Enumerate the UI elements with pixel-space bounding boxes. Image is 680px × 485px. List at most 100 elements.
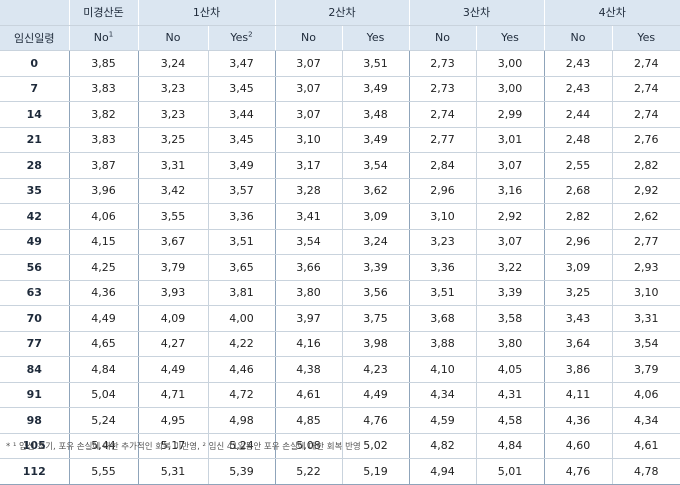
parity4-no-cell: 3,86 bbox=[543, 356, 612, 383]
parity4-no-cell: 2,43 bbox=[543, 76, 612, 102]
parity3-no-cell: 4,59 bbox=[408, 407, 476, 434]
table-row: 84 4,84 4,49 4,46 4,38 4,23 4,10 4,05 3,86 3,79 bbox=[0, 356, 680, 383]
parity3-no-cell: 4,94 bbox=[408, 458, 476, 485]
parity2-no-cell: 3,80 bbox=[274, 280, 342, 306]
parity1-yes-cell: 5,24 bbox=[207, 433, 275, 459]
parity4-yes-cell: 4,61 bbox=[611, 433, 680, 459]
parity4-yes-cell: 2,74 bbox=[611, 50, 680, 77]
table-row: 14 3,82 3,23 3,44 3,07 3,48 2,74 2,99 2,44 2,74 bbox=[0, 101, 680, 128]
parity4-no-cell: 3,43 bbox=[543, 305, 612, 332]
parity1-yes-cell: 5,39 bbox=[207, 458, 275, 485]
parity2-yes-cell: 3,48 bbox=[341, 101, 409, 128]
parity1-no-cell: 3,42 bbox=[137, 178, 208, 204]
row-day-cell: 56 bbox=[0, 254, 69, 281]
table-row: 77 4,65 4,27 4,22 4,16 3,98 3,88 3,80 3,64 3,54 bbox=[0, 331, 680, 357]
footnote: * ¹ 임신 초기, 포유 손실에 대한 추가적인 회복 미반영, ² 임신 4… bbox=[6, 442, 361, 452]
header-parity-3: 3산차 bbox=[408, 0, 544, 26]
parity4-yes-cell: 2,93 bbox=[611, 254, 680, 281]
table-row: 105 5,44 5,17 5,24 5,08 5,02 4,82 4,84 4,60 4,61 bbox=[0, 433, 680, 459]
parity1-no-cell: 4,71 bbox=[137, 382, 208, 408]
parity1-yes-cell: 3,51 bbox=[207, 229, 275, 255]
parity2-no-cell: 4,38 bbox=[274, 356, 342, 383]
nulliparous-no-cell: 3,83 bbox=[68, 76, 138, 102]
parity2-yes-cell: 3,09 bbox=[341, 203, 409, 230]
header-nulliparous: 미경산돈 bbox=[68, 0, 138, 26]
nulliparous-no-cell: 3,87 bbox=[68, 152, 138, 179]
table-body: 0 3,85 3,24 3,47 3,07 3,51 2,73 3,00 2,43 2,74 7 3,… bbox=[0, 50, 680, 485]
nulliparous-no-cell: 3,85 bbox=[68, 50, 138, 77]
parity1-no-cell: 3,25 bbox=[137, 127, 208, 153]
parity3-yes-cell: 3,22 bbox=[475, 254, 544, 281]
parity4-no-cell: 4,76 bbox=[543, 458, 612, 485]
row-day-cell: 42 bbox=[0, 203, 69, 230]
table-row: 70 4,49 4,09 4,00 3,97 3,75 3,68 3,58 3,43 3,31 bbox=[0, 305, 680, 332]
table-row: 28 3,87 3,31 3,49 3,17 3,54 2,84 3,07 2,55 2,82 bbox=[0, 152, 680, 179]
parity1-no-cell: 3,31 bbox=[137, 152, 208, 179]
parity2-no-cell: 5,22 bbox=[274, 458, 342, 485]
row-day-cell: 70 bbox=[0, 305, 69, 332]
parity2-no-cell: 4,61 bbox=[274, 382, 342, 408]
parity3-no-cell: 2,77 bbox=[408, 127, 476, 153]
parity3-no-cell: 3,23 bbox=[408, 229, 476, 255]
parity2-yes-cell: 3,39 bbox=[341, 254, 409, 281]
parity3-yes-cell: 3,39 bbox=[475, 280, 544, 306]
parity3-yes-cell: 5,01 bbox=[475, 458, 544, 485]
parity4-yes-cell: 2,62 bbox=[611, 203, 680, 230]
parity1-no-cell: 5,17 bbox=[137, 433, 208, 459]
parity2-yes-cell: 4,23 bbox=[341, 356, 409, 383]
nulliparous-no-cell: 4,36 bbox=[68, 280, 138, 306]
parity2-no-cell: 4,85 bbox=[274, 407, 342, 434]
parity3-yes-cell: 3,00 bbox=[475, 76, 544, 102]
parity2-yes-cell: 4,49 bbox=[341, 382, 409, 408]
row-day-cell: 0 bbox=[0, 50, 69, 77]
parity3-no-cell: 4,10 bbox=[408, 356, 476, 383]
header-row-sub: 임신일령 No1 No Yes2 No Yes No Yes No Yes bbox=[0, 25, 680, 51]
parity3-no-cell: 2,84 bbox=[408, 152, 476, 179]
parity4-yes-cell: 2,77 bbox=[611, 229, 680, 255]
parity1-yes-cell: 3,44 bbox=[207, 101, 275, 128]
parity2-yes-cell: 3,54 bbox=[341, 152, 409, 179]
header-sub-no: No bbox=[408, 25, 476, 51]
parity4-yes-cell: 3,79 bbox=[611, 356, 680, 383]
nulliparous-no-cell: 5,24 bbox=[68, 407, 138, 434]
header-sub-no: No bbox=[137, 25, 208, 51]
parity3-no-cell: 2,73 bbox=[408, 50, 476, 77]
parity2-yes-cell: 3,98 bbox=[341, 331, 409, 357]
parity1-yes-cell: 3,57 bbox=[207, 178, 275, 204]
parity4-no-cell: 2,82 bbox=[543, 203, 612, 230]
parity4-no-cell: 2,68 bbox=[543, 178, 612, 204]
parity2-no-cell: 3,07 bbox=[274, 101, 342, 128]
parity4-yes-cell: 3,10 bbox=[611, 280, 680, 306]
table-row: 35 3,96 3,42 3,57 3,28 3,62 2,96 3,16 2,68 2,92 bbox=[0, 178, 680, 204]
parity1-no-cell: 3,79 bbox=[137, 254, 208, 281]
parity1-no-cell: 3,55 bbox=[137, 203, 208, 230]
parity2-yes-cell: 3,62 bbox=[341, 178, 409, 204]
parity2-no-cell: 3,97 bbox=[274, 305, 342, 332]
header-sub-yes: Yes bbox=[611, 25, 680, 51]
nulliparous-no-cell: 4,84 bbox=[68, 356, 138, 383]
parity4-no-cell: 4,11 bbox=[543, 382, 612, 408]
parity3-yes-cell: 2,99 bbox=[475, 101, 544, 128]
parity4-no-cell: 3,09 bbox=[543, 254, 612, 281]
row-day-cell: 21 bbox=[0, 127, 69, 153]
parity3-no-cell: 2,96 bbox=[408, 178, 476, 204]
parity2-yes-cell: 3,75 bbox=[341, 305, 409, 332]
row-day-cell: 28 bbox=[0, 152, 69, 179]
row-day-cell: 77 bbox=[0, 331, 69, 357]
parity4-yes-cell: 2,82 bbox=[611, 152, 680, 179]
parity4-no-cell: 3,64 bbox=[543, 331, 612, 357]
parity1-no-cell: 5,31 bbox=[137, 458, 208, 485]
table-row: 21 3,83 3,25 3,45 3,10 3,49 2,77 3,01 2,48 2,76 bbox=[0, 127, 680, 153]
parity2-yes-cell: 5,19 bbox=[341, 458, 409, 485]
parity2-yes-cell: 3,51 bbox=[341, 50, 409, 77]
parity3-no-cell: 3,36 bbox=[408, 254, 476, 281]
header-sub-yes: Yes bbox=[475, 25, 544, 51]
parity2-yes-cell: 3,49 bbox=[341, 76, 409, 102]
row-day-cell: 84 bbox=[0, 356, 69, 383]
parity1-yes-cell: 3,65 bbox=[207, 254, 275, 281]
parity3-no-cell: 3,88 bbox=[408, 331, 476, 357]
parity4-yes-cell: 3,31 bbox=[611, 305, 680, 332]
parity2-no-cell: 4,16 bbox=[274, 331, 342, 357]
parity2-no-cell: 3,54 bbox=[274, 229, 342, 255]
parity3-yes-cell: 4,58 bbox=[475, 407, 544, 434]
